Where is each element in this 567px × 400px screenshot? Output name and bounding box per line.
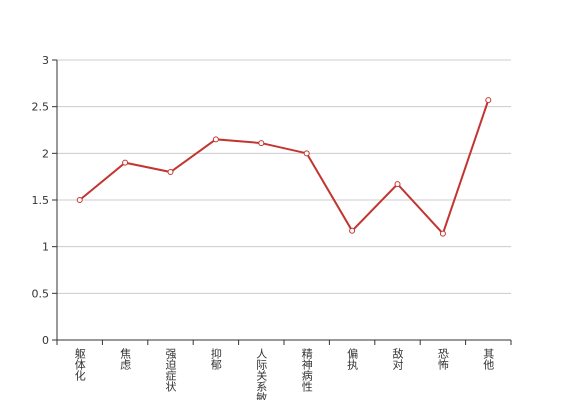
point [303, 150, 310, 157]
y-tick-label: 0.5 [32, 287, 50, 300]
x-tick-label: 其他 [482, 348, 495, 370]
point [258, 140, 265, 147]
point [349, 227, 356, 234]
x-tick-label: 抑郁 [209, 347, 222, 370]
x-tick-label: 敌对 [391, 347, 404, 370]
point [167, 169, 174, 175]
y-tick-label: 1.5 [32, 194, 50, 207]
point [212, 136, 219, 143]
point [439, 230, 446, 237]
point [76, 197, 83, 203]
y-tick-label: 2 [42, 147, 49, 160]
x-tick-label: 人际关系敏感 [255, 348, 268, 400]
point [394, 181, 401, 188]
y-tick-label: 1 [42, 241, 49, 254]
x-tick-label: 偏执 [346, 347, 359, 371]
x-tick-label: 躯体化 [73, 348, 86, 382]
y-tick-label: 3 [42, 54, 49, 67]
point [485, 97, 492, 104]
x-tick-label: 恐怖 [436, 348, 449, 370]
x-tick-label: 强迫症状 [164, 348, 177, 392]
x-tick-label: 焦虑 [119, 348, 132, 370]
y-tick-label: 0 [42, 334, 49, 347]
x-tick-label: 精神病性 [300, 348, 313, 393]
y-tick-label: 2.5 [32, 101, 50, 114]
point [122, 159, 129, 166]
line [79, 99, 490, 236]
